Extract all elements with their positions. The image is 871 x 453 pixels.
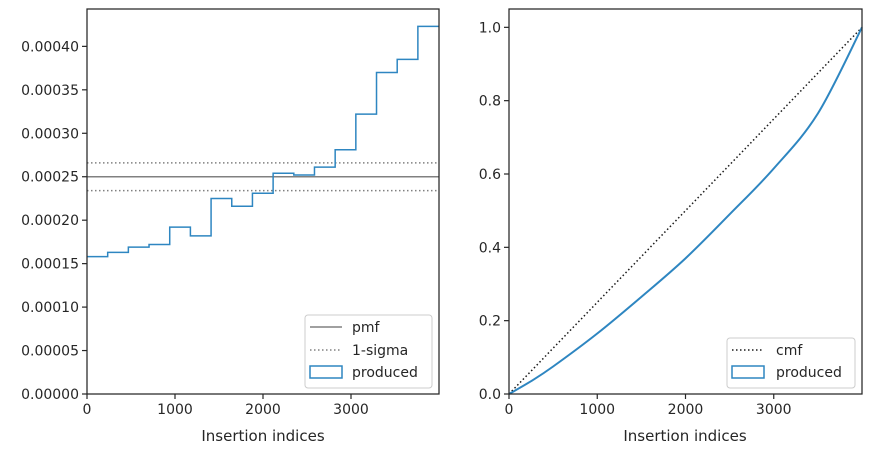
left-xtick-label: 0 xyxy=(83,402,92,418)
left-xtick-label: 3000 xyxy=(333,402,369,418)
produced-cdf-line xyxy=(508,26,863,395)
produced-bin xyxy=(170,227,191,394)
legend-cmf-label: cmf xyxy=(776,343,803,359)
left-ytick-label: 0.00015 xyxy=(21,257,79,273)
produced-bin xyxy=(273,173,294,394)
right-ytick-label: 1.0 xyxy=(479,20,501,36)
right-ytick-label: 0.2 xyxy=(479,314,501,330)
legend-produced2-label: produced xyxy=(776,365,842,381)
right-ytick-label: 0.8 xyxy=(479,94,501,110)
left-ytick-label: 0.00025 xyxy=(21,170,79,186)
legend-pmf-label: pmf xyxy=(352,320,381,336)
right-ytick-label: 0.0 xyxy=(479,387,501,403)
right-xtick-label: 3000 xyxy=(756,402,792,418)
left-ytick-label: 0.00035 xyxy=(21,83,79,99)
right-plot: 0 1000 2000 3000 0.0 0.2 0.4 0.6 0.8 1.0 Insertio… xyxy=(479,8,863,445)
left-xtick-label: 2000 xyxy=(245,402,281,418)
right-plot-ticks: 0 1000 2000 3000 0.0 0.2 0.4 0.6 0.8 1.0 xyxy=(479,20,792,418)
right-xtick-label: 2000 xyxy=(668,402,704,418)
left-ytick-label: 0.00020 xyxy=(21,213,79,229)
cmf-line xyxy=(508,26,863,395)
legend-produced-label: produced xyxy=(352,365,418,381)
produced-bin xyxy=(252,193,273,394)
left-legend-box xyxy=(304,314,433,389)
right-legend-box xyxy=(726,337,856,389)
right-legend: cmf produced xyxy=(726,337,856,389)
left-ytick-label: 0.00000 xyxy=(21,387,79,403)
produced-bin xyxy=(149,245,170,394)
left-ytick-label: 0.00030 xyxy=(21,126,79,142)
right-xaxis-label: Insertion indices xyxy=(623,427,746,445)
produced-bin xyxy=(108,252,129,394)
right-plot-frame xyxy=(508,8,863,395)
legend-produced2-swatch xyxy=(731,365,765,379)
left-xaxis-label: Insertion indices xyxy=(201,427,324,445)
left-ytick-label: 0.00040 xyxy=(21,39,79,55)
produced-bin xyxy=(87,257,108,394)
left-plot: 0 1000 2000 3000 0.00000 0.00005 0.00010 0.0001… xyxy=(21,8,440,445)
right-xtick-label: 0 xyxy=(505,402,514,418)
produced-bin xyxy=(190,236,211,394)
left-plot-ticks: 0 1000 2000 3000 0.00000 0.00005 0.00010 0.0001… xyxy=(21,39,369,418)
left-plot-marks xyxy=(87,25,439,394)
left-xtick-label: 1000 xyxy=(157,402,193,418)
legend-produced-swatch xyxy=(309,365,343,379)
legend-sigma-label: 1-sigma xyxy=(352,343,408,359)
left-ytick-label: 0.00010 xyxy=(21,300,79,316)
produced-bin xyxy=(211,198,232,394)
right-ytick-label: 0.4 xyxy=(479,240,501,256)
left-ytick-label: 0.00005 xyxy=(21,344,79,360)
produced-bin xyxy=(128,247,149,394)
right-xtick-label: 1000 xyxy=(579,402,615,418)
produced-bin xyxy=(232,206,253,394)
left-legend: pmf 1-sigma produced xyxy=(304,314,433,389)
produced-step-line xyxy=(87,25,439,258)
right-ytick-label: 0.6 xyxy=(479,167,501,183)
